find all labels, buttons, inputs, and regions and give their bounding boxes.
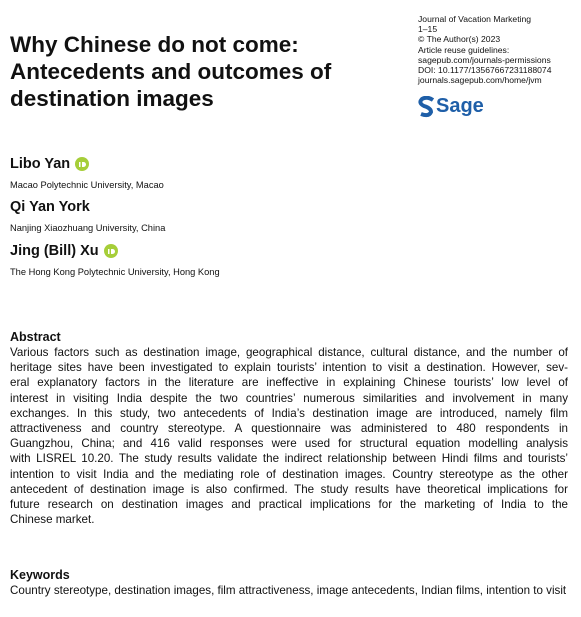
abstract-line: Chinese market. (10, 513, 95, 527)
orcid-icon (103, 244, 118, 258)
abstract-line: heritage sites have been investigated to… (10, 361, 568, 375)
abstract-line: antecedent of destination image is also … (10, 482, 568, 496)
logo-icon (418, 95, 435, 117)
author-name-text: Libo Yan (10, 156, 71, 172)
journal-info-line: © The Author(s) 2023 (418, 34, 501, 45)
journal-info-line: 1–15 (418, 24, 438, 35)
author-name: Libo Yan (10, 156, 90, 172)
journal-info-line: Journal of Vacation Marketing (418, 14, 532, 24)
abstract-line: Guangzhou, China; and 416 valid response… (10, 437, 568, 451)
abstract-line: intention to visit India and the mediati… (10, 467, 568, 481)
publisher-name: Sage (436, 95, 484, 117)
author-name-text: Qi Yan York (10, 199, 90, 215)
abstract-line: with LISREL 10.20. The study results val… (10, 452, 568, 466)
journal-info-line: sagepub.com/journals-permissions (418, 54, 551, 65)
keywords-heading: Keywords (10, 568, 70, 582)
title: Why Chinese do not come: Antecedents and… (10, 32, 332, 111)
journal-info-line: Article reuse guidelines: (418, 44, 510, 55)
orcid-icon (75, 157, 90, 171)
affiliation: The Hong Kong Polytechnic University, Ho… (10, 267, 220, 277)
author-name: Jing (Bill) Xu (10, 243, 118, 259)
author-name-text: Jing (Bill) Xu (10, 243, 99, 259)
publisher-logo: Sage (418, 95, 484, 118)
journal-info-line: journals.sagepub.com/home/jvm (418, 75, 542, 86)
abstract-line: Various factors such as destination imag… (10, 346, 568, 359)
affiliation: Macao Polytechnic University, Macao (10, 180, 164, 190)
abstract-line: interest in visiting India despite the t… (10, 391, 568, 405)
journal-info-line: DOI: 10.1177/13567667231188074 (418, 65, 552, 76)
abstract: Abstract Various factors such as destina… (10, 330, 568, 527)
author-name: Qi Yan York (10, 199, 90, 215)
abstract-line: exchanges. In this study, two antecedent… (10, 406, 568, 420)
keywords-text: Country stereotype, destination images, … (10, 584, 567, 597)
affiliation: Nanjing Xiaozhuang University, China (10, 223, 166, 233)
journal-info: Journal of Vacation Marketing 1–15 © The A… (418, 14, 551, 85)
keywords: Keywords Country stereotype, destination… (10, 568, 570, 599)
abstract-line: eral explanatory factors in the literatu… (10, 376, 568, 390)
abstract-line: future research on destination images an… (10, 498, 568, 512)
abstract-line: attractiveness and country stereotype. A… (10, 422, 568, 436)
abstract-heading: Abstract (10, 330, 61, 344)
